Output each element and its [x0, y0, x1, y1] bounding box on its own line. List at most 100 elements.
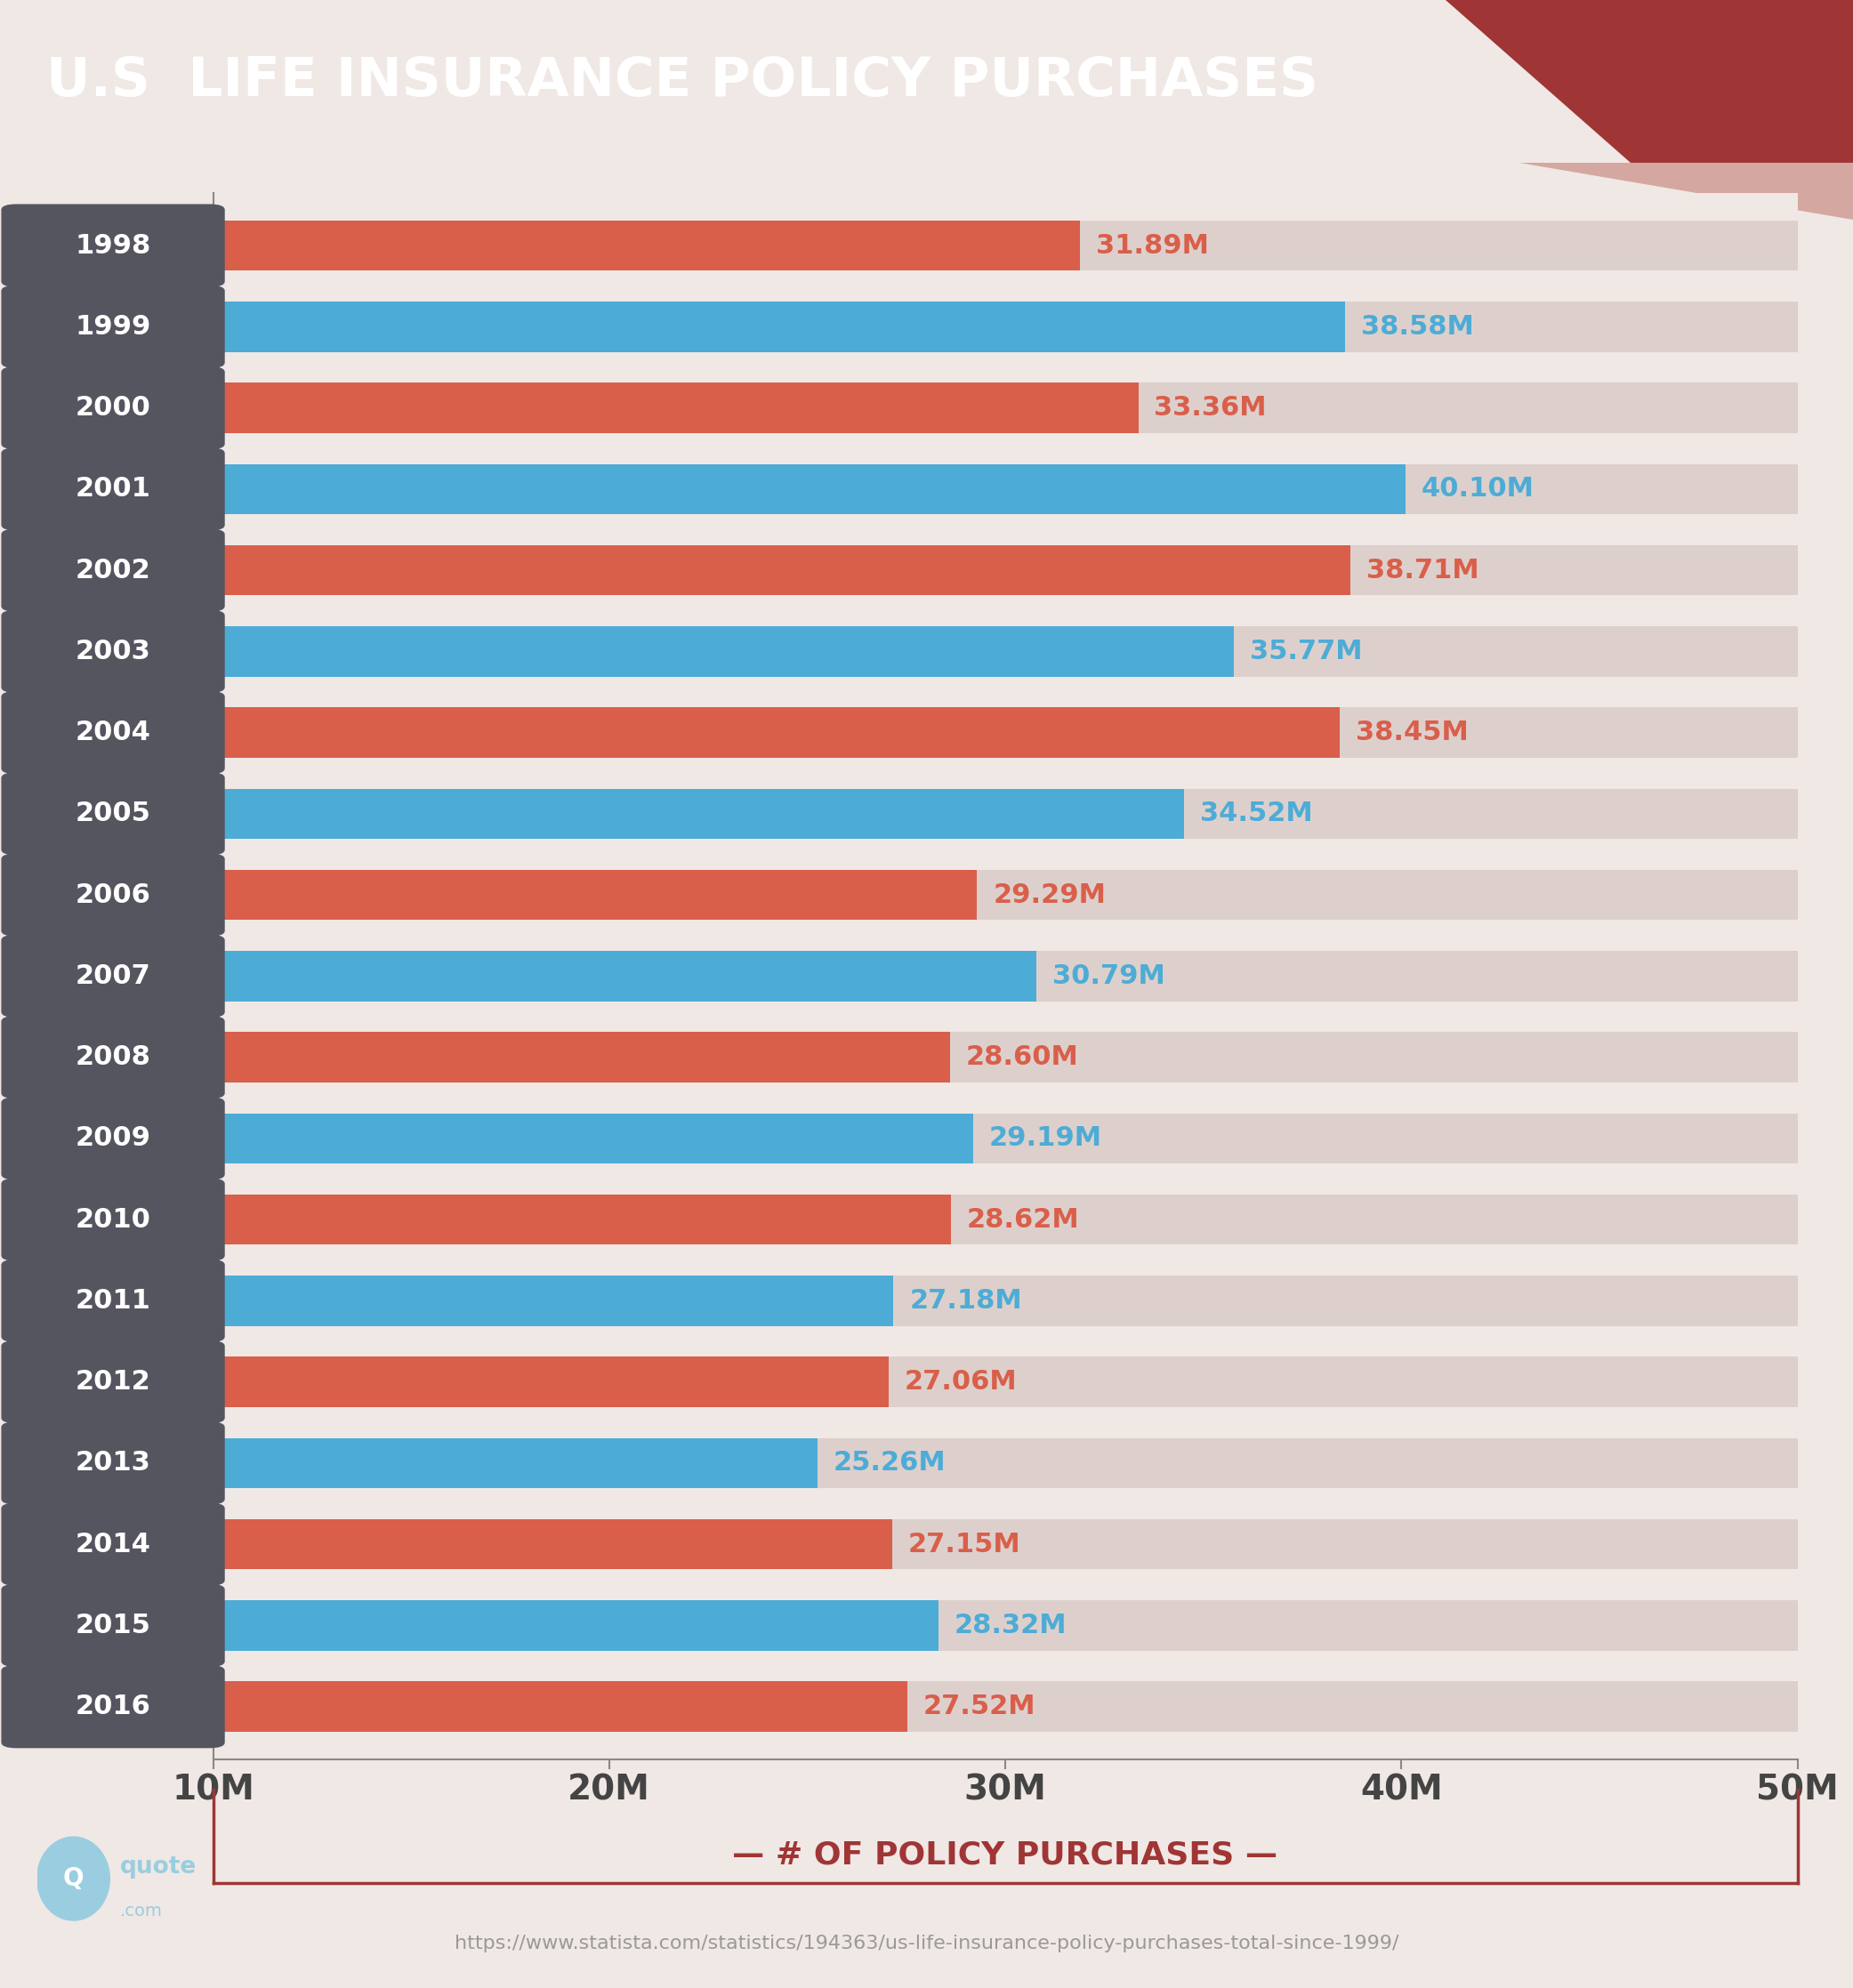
- Bar: [213, 626, 1234, 676]
- Text: 2003: 2003: [76, 638, 150, 664]
- Bar: [213, 302, 1345, 352]
- Text: 2005: 2005: [76, 801, 150, 827]
- Text: 2015: 2015: [76, 1612, 150, 1638]
- Text: 38.71M: 38.71M: [1366, 557, 1479, 582]
- Bar: [213, 545, 1797, 596]
- Text: 2013: 2013: [76, 1449, 150, 1475]
- Bar: [213, 302, 1797, 352]
- Bar: [213, 1600, 939, 1650]
- Bar: [213, 950, 1797, 1002]
- Text: 30.79M: 30.79M: [1053, 964, 1166, 988]
- Text: 31.89M: 31.89M: [1095, 233, 1208, 258]
- FancyBboxPatch shape: [2, 771, 224, 855]
- Text: 2004: 2004: [76, 720, 150, 746]
- Text: 2009: 2009: [76, 1125, 150, 1151]
- Text: 38.45M: 38.45M: [1356, 720, 1469, 746]
- FancyBboxPatch shape: [2, 447, 224, 531]
- Text: 28.62M: 28.62M: [967, 1207, 1078, 1233]
- Bar: [213, 708, 1797, 757]
- Text: 38.58M: 38.58M: [1360, 314, 1473, 340]
- Bar: [213, 789, 1797, 839]
- Bar: [213, 871, 977, 920]
- Bar: [213, 384, 1797, 433]
- FancyBboxPatch shape: [2, 1421, 224, 1505]
- FancyBboxPatch shape: [2, 934, 224, 1018]
- Text: .com: .com: [120, 1903, 163, 1920]
- Bar: [213, 1276, 893, 1326]
- Bar: [213, 1519, 893, 1569]
- FancyBboxPatch shape: [2, 610, 224, 694]
- Text: 2006: 2006: [76, 883, 150, 909]
- Text: 2011: 2011: [76, 1288, 150, 1314]
- Text: 1998: 1998: [76, 233, 150, 258]
- Polygon shape: [1519, 163, 1853, 221]
- Text: 2012: 2012: [76, 1370, 150, 1396]
- Bar: [213, 1032, 951, 1081]
- FancyBboxPatch shape: [2, 205, 224, 286]
- Text: quote: quote: [120, 1855, 196, 1879]
- Bar: [213, 1356, 889, 1408]
- Text: 25.26M: 25.26M: [834, 1449, 947, 1475]
- Bar: [213, 1276, 1797, 1326]
- FancyBboxPatch shape: [2, 1097, 224, 1181]
- Text: 27.06M: 27.06M: [904, 1370, 1017, 1396]
- Text: — # OF POLICY PURCHASES —: — # OF POLICY PURCHASES —: [732, 1839, 1279, 1871]
- Text: 29.29M: 29.29M: [993, 883, 1106, 909]
- FancyBboxPatch shape: [2, 366, 224, 449]
- Bar: [213, 1682, 906, 1732]
- Text: 2007: 2007: [76, 964, 150, 988]
- Bar: [213, 221, 1080, 270]
- Circle shape: [37, 1837, 109, 1920]
- Text: 34.52M: 34.52M: [1201, 801, 1314, 827]
- Text: 40.10M: 40.10M: [1421, 477, 1534, 503]
- Text: 27.52M: 27.52M: [923, 1694, 1036, 1720]
- Text: 2008: 2008: [76, 1044, 150, 1070]
- Bar: [213, 1600, 1797, 1650]
- FancyBboxPatch shape: [2, 1503, 224, 1586]
- Bar: [213, 950, 1036, 1002]
- Bar: [213, 708, 1340, 757]
- Bar: [213, 1437, 817, 1489]
- Text: 2000: 2000: [76, 396, 150, 421]
- Text: 35.77M: 35.77M: [1249, 638, 1362, 664]
- FancyBboxPatch shape: [2, 284, 224, 368]
- Bar: [213, 1195, 1797, 1244]
- FancyBboxPatch shape: [2, 1584, 224, 1668]
- Bar: [213, 1113, 1797, 1163]
- Bar: [213, 871, 1797, 920]
- Text: Q: Q: [63, 1867, 83, 1891]
- Bar: [213, 221, 1797, 270]
- FancyBboxPatch shape: [2, 853, 224, 936]
- Text: 2010: 2010: [76, 1207, 150, 1233]
- Text: 29.19M: 29.19M: [990, 1125, 1103, 1151]
- FancyBboxPatch shape: [2, 1179, 224, 1260]
- Text: 2014: 2014: [76, 1531, 150, 1557]
- Text: 27.15M: 27.15M: [908, 1531, 1021, 1557]
- Bar: [213, 463, 1405, 515]
- Bar: [213, 1356, 1797, 1408]
- Text: 33.36M: 33.36M: [1154, 396, 1267, 421]
- Text: 2001: 2001: [76, 477, 150, 503]
- Text: 27.18M: 27.18M: [910, 1288, 1023, 1314]
- Text: U.S  LIFE INSURANCE POLICY PURCHASES: U.S LIFE INSURANCE POLICY PURCHASES: [46, 56, 1319, 107]
- FancyBboxPatch shape: [2, 529, 224, 612]
- Text: 1999: 1999: [76, 314, 150, 340]
- FancyBboxPatch shape: [2, 1258, 224, 1342]
- Bar: [213, 384, 1138, 433]
- Bar: [213, 626, 1797, 676]
- FancyBboxPatch shape: [2, 1666, 224, 1747]
- FancyBboxPatch shape: [2, 692, 224, 773]
- Bar: [213, 463, 1797, 515]
- Bar: [213, 1437, 1797, 1489]
- FancyBboxPatch shape: [2, 1340, 224, 1423]
- Text: https://www.statista.com/statistics/194363/us-life-insurance-policy-purchases-to: https://www.statista.com/statistics/1943…: [454, 1934, 1399, 1952]
- FancyBboxPatch shape: [2, 1016, 224, 1099]
- Bar: [213, 789, 1184, 839]
- Text: 2002: 2002: [76, 557, 150, 582]
- Bar: [213, 545, 1351, 596]
- Bar: [213, 1682, 1797, 1732]
- Bar: [213, 1113, 973, 1163]
- Bar: [213, 1195, 951, 1244]
- Bar: [213, 1032, 1797, 1081]
- Text: 2016: 2016: [76, 1694, 150, 1720]
